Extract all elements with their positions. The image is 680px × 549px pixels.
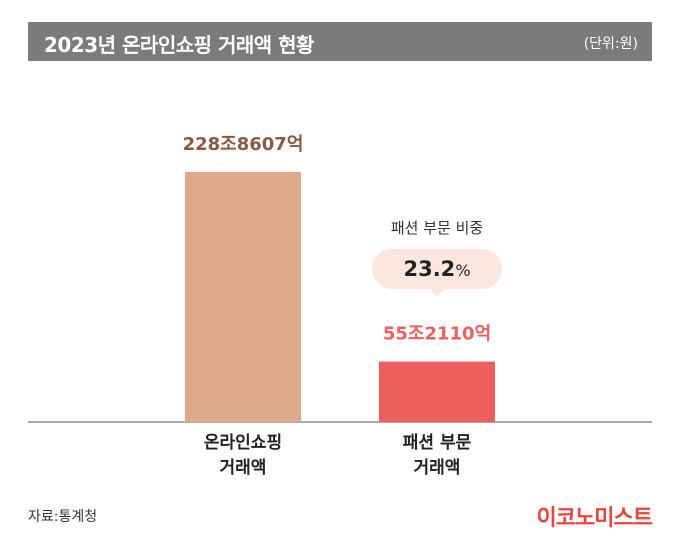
category-label-1-line-1: 온라인쇼핑: [204, 433, 282, 453]
callout-bubble: [372, 249, 502, 297]
bar-2: [379, 361, 495, 422]
callout-unit: %: [455, 261, 470, 280]
unit-label: (단위:원): [583, 36, 638, 52]
callout-title: 패션 부문 비중: [391, 219, 483, 237]
category-label-1-line-2: 거래액: [220, 458, 267, 478]
data-label-2: 55조2110억: [383, 324, 491, 345]
chart-title: 2023년 온라인쇼핑 거래액 현황: [44, 33, 314, 57]
title-bar: 2023년 온라인쇼핑 거래액 현황 (단위:원): [28, 22, 652, 61]
category-label-2-line-2: 거래액: [414, 458, 461, 478]
category-label-2-line-1: 패션 부문: [403, 433, 472, 453]
source-note: 자료:통계청: [28, 509, 98, 525]
bar-1: [185, 172, 301, 422]
data-label-1: 228조8607억: [183, 134, 304, 155]
callout-value: 23.2%: [403, 257, 470, 281]
publisher-logo: 이코노미스트: [536, 506, 653, 531]
